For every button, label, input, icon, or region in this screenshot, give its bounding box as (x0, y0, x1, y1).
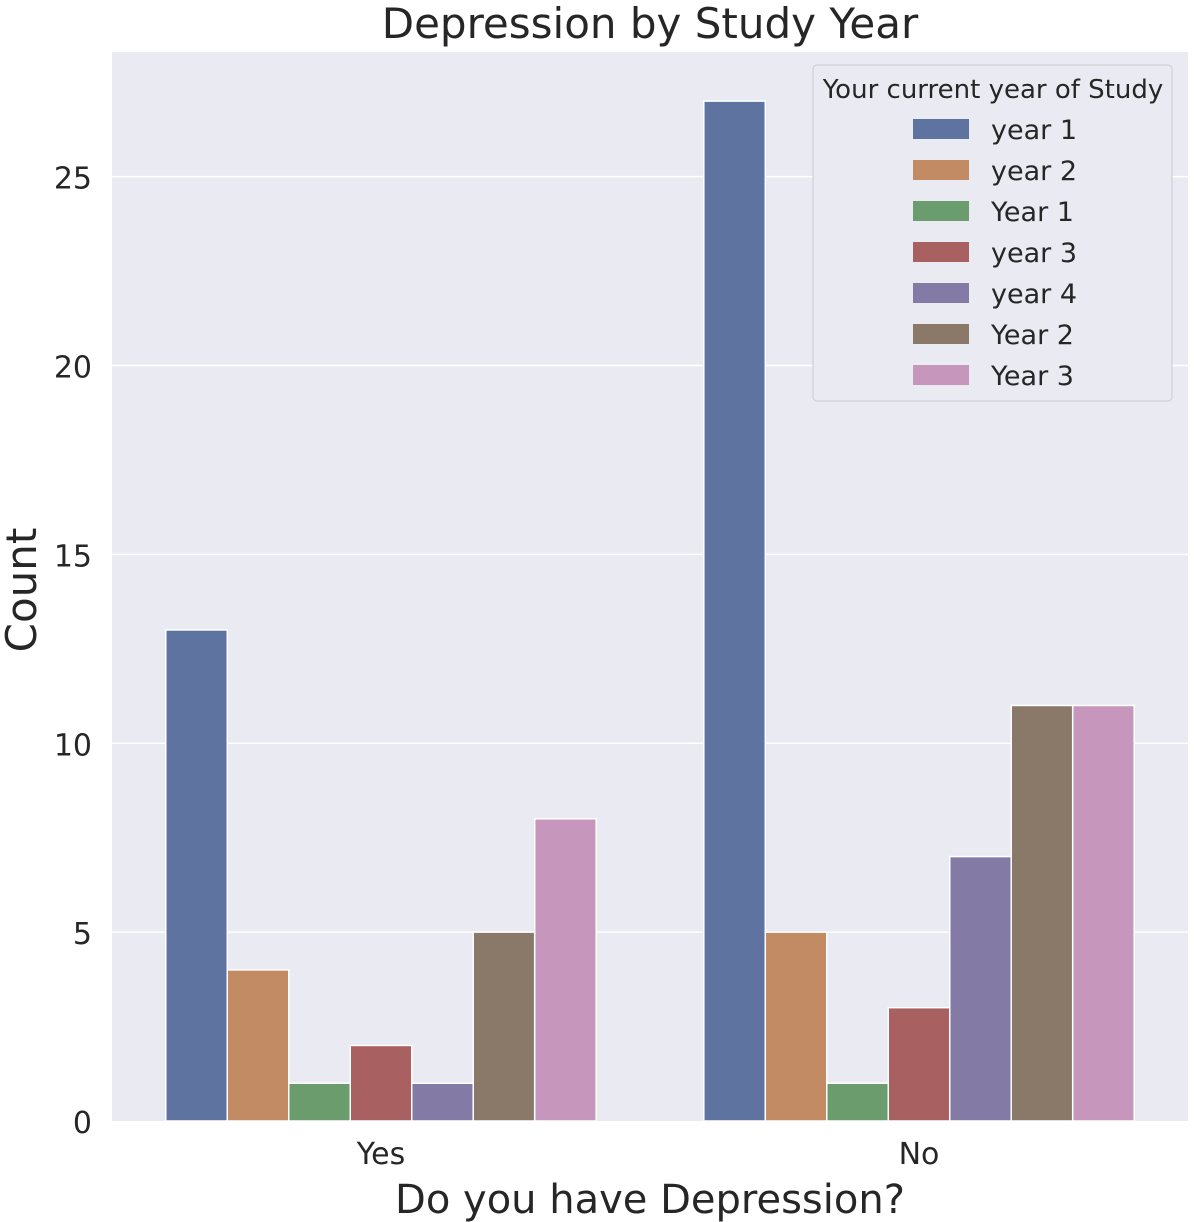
bar-year-2-yes (226, 969, 290, 1122)
legend-label: year 4 (991, 279, 1077, 310)
legend-label: Year 1 (990, 197, 1074, 228)
bar-year-1-no (826, 1082, 890, 1122)
legend-label: year 3 (991, 238, 1077, 269)
y-tick-label: 25 (54, 162, 92, 197)
y-tick-label: 5 (73, 917, 92, 952)
bar-year-1-no (703, 100, 767, 1122)
legend-swatch (913, 201, 969, 221)
bar-year-1-yes (165, 629, 229, 1122)
bar-year-3-no (887, 1006, 951, 1122)
y-tick-labels: 0 5 10 15 20 25 (54, 162, 92, 1141)
chart-title: Depression by Study Year (382, 0, 919, 48)
legend-label: Year 2 (990, 320, 1074, 351)
legend-items: year 1 year 2 Year 1 year 3 year 4 Year 2 Year… (913, 115, 1077, 392)
bar-year-3-yes (349, 1044, 413, 1122)
x-tick-label: No (899, 1137, 940, 1172)
legend-swatch (913, 283, 969, 303)
y-tick-label: 0 (73, 1106, 92, 1141)
bar-year-3-no (1071, 704, 1135, 1122)
legend-title: Your current year of Study (822, 75, 1164, 105)
bar-year-4-no (948, 855, 1012, 1122)
legend-label: year 2 (991, 156, 1077, 187)
bar-year-2-yes (472, 931, 536, 1122)
legend-box (812, 64, 1173, 402)
bar-year-1-yes (288, 1082, 352, 1122)
bar-year-2-no (1010, 704, 1074, 1122)
legend-swatch (913, 365, 969, 385)
bar-year-2-no (764, 931, 828, 1122)
legend-swatch (913, 119, 969, 139)
legend-label: year 1 (991, 115, 1077, 146)
y-tick-label: 10 (54, 728, 92, 763)
legend-swatch (913, 242, 969, 262)
bar-year-3-yes (533, 818, 597, 1122)
y-tick-label: 15 (54, 539, 92, 574)
bar-year-4-yes (410, 1082, 474, 1122)
legend-swatch (913, 160, 969, 180)
legend: Your current year of Study year 1 year 2 Y… (812, 64, 1173, 402)
x-axis-label: Do you have Depression? (395, 1177, 905, 1222)
x-tick-label: Yes (356, 1137, 405, 1172)
x-tick-labels: Yes No (356, 1137, 940, 1172)
y-tick-label: 20 (54, 351, 92, 386)
legend-label: Year 3 (990, 361, 1074, 392)
y-axis-label: Count (0, 528, 46, 653)
legend-swatch (913, 324, 969, 344)
bars (165, 100, 1135, 1122)
